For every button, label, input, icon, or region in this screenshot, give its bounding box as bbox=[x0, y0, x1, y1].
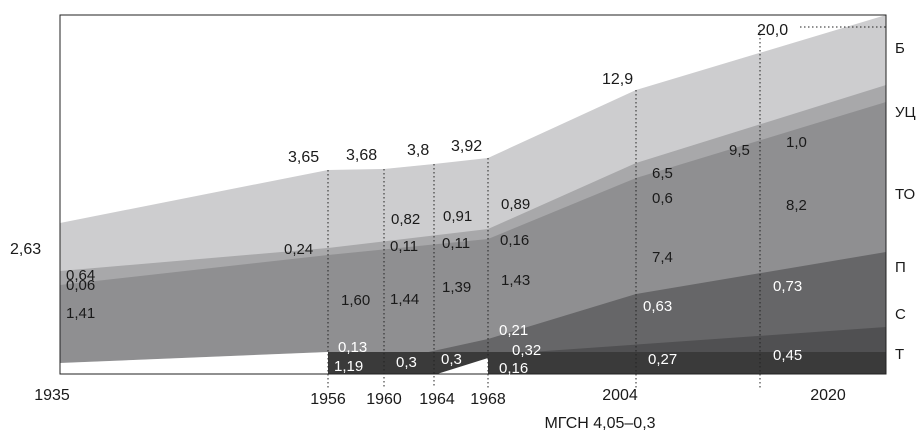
legend-УЦ: УЦ bbox=[895, 104, 916, 121]
x-note: МГСН 4,05–0,3 bbox=[544, 415, 655, 432]
segment-label-1968-ТО: 1,43 bbox=[501, 272, 530, 289]
segment-label-1956-ТО: 1,60 bbox=[341, 292, 370, 309]
segment-label-1956-Т: 1,19 bbox=[334, 358, 363, 375]
legend-Б: Б bbox=[895, 40, 905, 57]
segment-label-2020-Т: 0,45 bbox=[773, 347, 802, 364]
notch bbox=[437, 358, 488, 374]
segment-label-1960-Т: 0,3 bbox=[396, 354, 417, 371]
total-1964: 3,8 bbox=[407, 142, 429, 159]
segment-label-2015-Б: 9,5 bbox=[729, 142, 750, 159]
segment-label-2020-П: 0,73 bbox=[773, 278, 802, 295]
legend-Т: Т bbox=[895, 346, 904, 363]
total-2020: 20,0 bbox=[757, 22, 788, 39]
legend-П: П bbox=[895, 259, 906, 276]
x-tick-2020: 2020 bbox=[810, 387, 846, 404]
x-tick-1964: 1964 bbox=[419, 391, 455, 408]
segment-label-2004-ТО: 7,4 bbox=[652, 249, 673, 266]
segment-label-1964-ТО: 1,39 bbox=[442, 279, 471, 296]
segment-label-1968-Б: 0,89 bbox=[501, 196, 530, 213]
legend-С: С bbox=[895, 306, 906, 323]
segment-label-1935-УЦ: 0,06 bbox=[66, 277, 95, 294]
total-1956: 3,65 bbox=[288, 149, 319, 166]
x-tick-1956: 1956 bbox=[310, 391, 346, 408]
segment-label-2004-П: 0,63 bbox=[643, 298, 672, 315]
segment-label-2020-УЦ: 1,0 bbox=[786, 134, 807, 151]
segment-label-2004-Б: 6,5 bbox=[652, 165, 673, 182]
segment-label-1960-ТО: 1,44 bbox=[390, 291, 419, 308]
segment-label-1964-УЦ: 0,11 bbox=[442, 235, 470, 252]
x-tick-2004: 2004 bbox=[602, 387, 638, 404]
segment-label-1960-УЦ: 0,11 bbox=[390, 238, 418, 255]
segment-label-2020-ТО: 8,2 bbox=[786, 197, 807, 214]
segment-label-1964-Б: 0,91 bbox=[443, 208, 472, 225]
x-tick-1960: 1960 bbox=[366, 391, 402, 408]
segment-label-1935-Б: 0,64 bbox=[66, 267, 95, 284]
total-1968: 3,92 bbox=[451, 138, 482, 155]
x-tick-1968: 1968 bbox=[470, 391, 506, 408]
segment-label-1956-С: 0,13 bbox=[338, 339, 367, 356]
segment-label-1968-Т: 0,16 bbox=[499, 360, 528, 377]
segment-label-2004-УЦ: 0,6 bbox=[652, 190, 673, 207]
segment-label-1968-УЦ: 0,16 bbox=[500, 232, 529, 249]
segment-label-1964-Т: 0,3 bbox=[441, 351, 462, 368]
x-tick-1935: 1935 bbox=[34, 387, 70, 404]
segment-label-1960-Б: 0,82 bbox=[391, 211, 420, 228]
segment-label-2004-Т: 0,27 bbox=[648, 351, 677, 368]
total-1960: 3,68 bbox=[346, 147, 377, 164]
total-2004: 12,9 bbox=[602, 71, 633, 88]
segment-label-1935-ТО: 1,41 bbox=[66, 305, 95, 322]
legend-ТО: ТО bbox=[895, 186, 915, 203]
segment-label-1968-П: 0,21 bbox=[499, 322, 528, 339]
total-1935: 2,63 bbox=[10, 241, 41, 258]
base-gap bbox=[60, 352, 328, 374]
segment-label-1956-УЦ: 0,24 bbox=[284, 241, 313, 258]
plot-frame bbox=[59, 14, 887, 375]
segment-label-1968-С: 0,32 bbox=[512, 342, 541, 359]
